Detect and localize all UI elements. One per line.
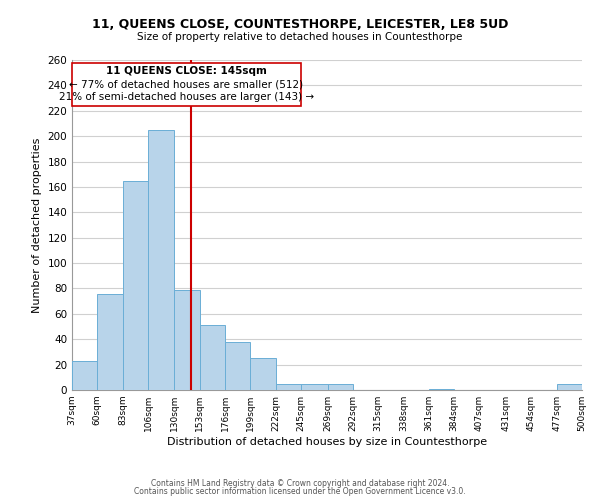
Text: Size of property relative to detached houses in Countesthorpe: Size of property relative to detached ho… — [137, 32, 463, 42]
Text: 11 QUEENS CLOSE: 145sqm: 11 QUEENS CLOSE: 145sqm — [106, 66, 267, 76]
Bar — [72, 361, 97, 390]
Bar — [200, 326, 225, 390]
Text: 11, QUEENS CLOSE, COUNTESTHORPE, LEICESTER, LE8 5UD: 11, QUEENS CLOSE, COUNTESTHORPE, LEICEST… — [92, 18, 508, 30]
Bar — [328, 384, 353, 390]
Bar — [97, 294, 122, 390]
Bar — [225, 342, 250, 390]
FancyBboxPatch shape — [72, 62, 301, 106]
Bar — [557, 384, 582, 390]
Bar — [250, 358, 276, 390]
Bar — [122, 180, 148, 390]
Text: 21% of semi-detached houses are larger (143) →: 21% of semi-detached houses are larger (… — [59, 92, 314, 102]
Text: Contains HM Land Registry data © Crown copyright and database right 2024.: Contains HM Land Registry data © Crown c… — [151, 478, 449, 488]
Bar — [301, 384, 328, 390]
Bar — [175, 290, 200, 390]
Y-axis label: Number of detached properties: Number of detached properties — [32, 138, 42, 312]
Bar — [148, 130, 175, 390]
Text: Contains public sector information licensed under the Open Government Licence v3: Contains public sector information licen… — [134, 487, 466, 496]
Bar — [276, 384, 301, 390]
X-axis label: Distribution of detached houses by size in Countesthorpe: Distribution of detached houses by size … — [167, 437, 487, 447]
Text: ← 77% of detached houses are smaller (512): ← 77% of detached houses are smaller (51… — [70, 79, 304, 89]
Bar — [429, 388, 454, 390]
